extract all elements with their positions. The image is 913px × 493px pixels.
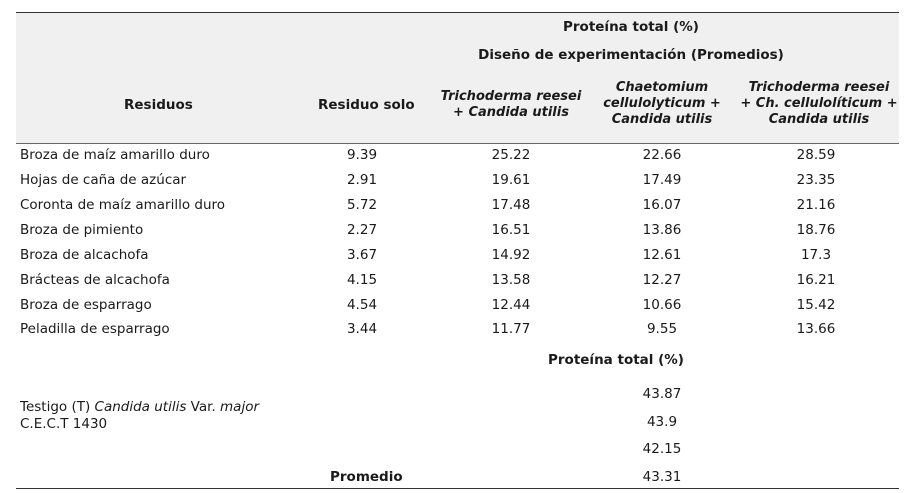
cell-solo: 2.27 [346, 222, 378, 238]
control-strain: C.E.C.T 1430 [20, 416, 108, 432]
cell-ch: 17.49 [642, 172, 682, 188]
average-value: 43.31 [642, 469, 682, 485]
row-name: Broza de alcachofa [20, 247, 149, 263]
col-header-all-line1: Trichoderma reesei [748, 80, 890, 95]
design-title: Diseño de experimentación (Promedios) [478, 47, 784, 63]
cell-solo: 5.72 [346, 197, 378, 213]
top-rule [16, 12, 899, 13]
cell-tr: 25.22 [491, 147, 531, 163]
cell-ch: 22.66 [642, 147, 682, 163]
cell-all: 16.21 [796, 272, 836, 288]
cell-ch: 12.27 [642, 272, 682, 288]
cell-tr: 12.44 [491, 297, 531, 313]
cell-ch: 12.61 [642, 247, 682, 263]
cell-all: 18.76 [796, 222, 836, 238]
row-name: Hojas de caña de azúcar [20, 172, 187, 188]
cell-ch: 10.66 [642, 297, 682, 313]
col-header-tr-cu-line1: Trichoderma reesei [440, 89, 582, 104]
cell-all: 15.42 [796, 297, 836, 313]
col-header-all: Trichoderma reesei + Ch. cellulolíticum … [740, 80, 898, 128]
group-title: Proteína total (%) [563, 19, 699, 35]
header-background [16, 13, 899, 143]
cell-tr: 11.77 [491, 321, 531, 337]
cell-solo: 9.39 [346, 147, 378, 163]
control-value-3: 42.15 [642, 441, 682, 457]
col-header-tr-cu: Trichoderma reesei + Candida utilis [436, 89, 586, 121]
control-label: Testigo (T) Candida utilis Var. major [20, 399, 259, 415]
cell-all: 23.35 [796, 172, 836, 188]
col-header-residuos: Residuos [124, 97, 193, 113]
cell-tr: 17.48 [491, 197, 531, 213]
cell-ch: 13.86 [642, 222, 682, 238]
cell-all: 21.16 [796, 197, 836, 213]
cell-all: 28.59 [796, 147, 836, 163]
row-name: Brácteas de alcachofa [20, 272, 170, 288]
cell-solo: 3.44 [346, 321, 378, 337]
col-header-ch-cu: Chaetomium cellulolyticum + Candida util… [592, 80, 732, 128]
row-name: Broza de maíz amarillo duro [20, 147, 210, 163]
cell-tr: 13.58 [491, 272, 531, 288]
control-value-2: 43.9 [646, 414, 678, 430]
cell-solo: 2.91 [346, 172, 378, 188]
cell-solo: 3.67 [346, 247, 378, 263]
average-label: Promedio [330, 469, 403, 485]
bottom-rule [16, 488, 899, 489]
col-header-tr-cu-line2: + Candida utilis [453, 105, 569, 120]
row-name: Coronta de maíz amarillo duro [20, 197, 226, 213]
cell-all: 17.3 [800, 247, 832, 263]
cell-tr: 14.92 [491, 247, 531, 263]
cell-solo: 4.15 [346, 272, 378, 288]
control-subtitle: Proteína total (%) [548, 352, 684, 368]
control-label-species: Candida utilis [94, 399, 187, 415]
col-header-ch-cu-line3: Candida utilis [611, 112, 713, 127]
col-header-residuo-solo: Residuo solo [318, 97, 415, 113]
protein-table: Proteína total (%) Diseño de experimenta… [16, 0, 899, 493]
control-label-var: Var. [186, 399, 221, 415]
cell-ch: 16.07 [642, 197, 682, 213]
cell-solo: 4.54 [346, 297, 378, 313]
col-header-ch-cu-line2: cellulolyticum + [603, 96, 721, 111]
header-rule [16, 143, 899, 144]
cell-all: 13.66 [796, 321, 836, 337]
cell-tr: 16.51 [491, 222, 531, 238]
col-header-all-line3: Candida utilis [768, 112, 870, 127]
col-header-all-line2: + Ch. cellulolíticum + [740, 96, 898, 111]
cell-tr: 19.61 [491, 172, 531, 188]
col-header-ch-cu-line1: Chaetomium [615, 80, 709, 95]
row-name: Broza de pimiento [20, 222, 144, 238]
cell-ch: 9.55 [646, 321, 678, 337]
control-label-pre: Testigo (T) [20, 399, 95, 415]
control-label-variety: major [220, 399, 260, 415]
row-name: Broza de esparrago [20, 297, 152, 313]
control-value-1: 43.87 [642, 386, 682, 402]
row-name: Peladilla de esparrago [20, 321, 170, 337]
